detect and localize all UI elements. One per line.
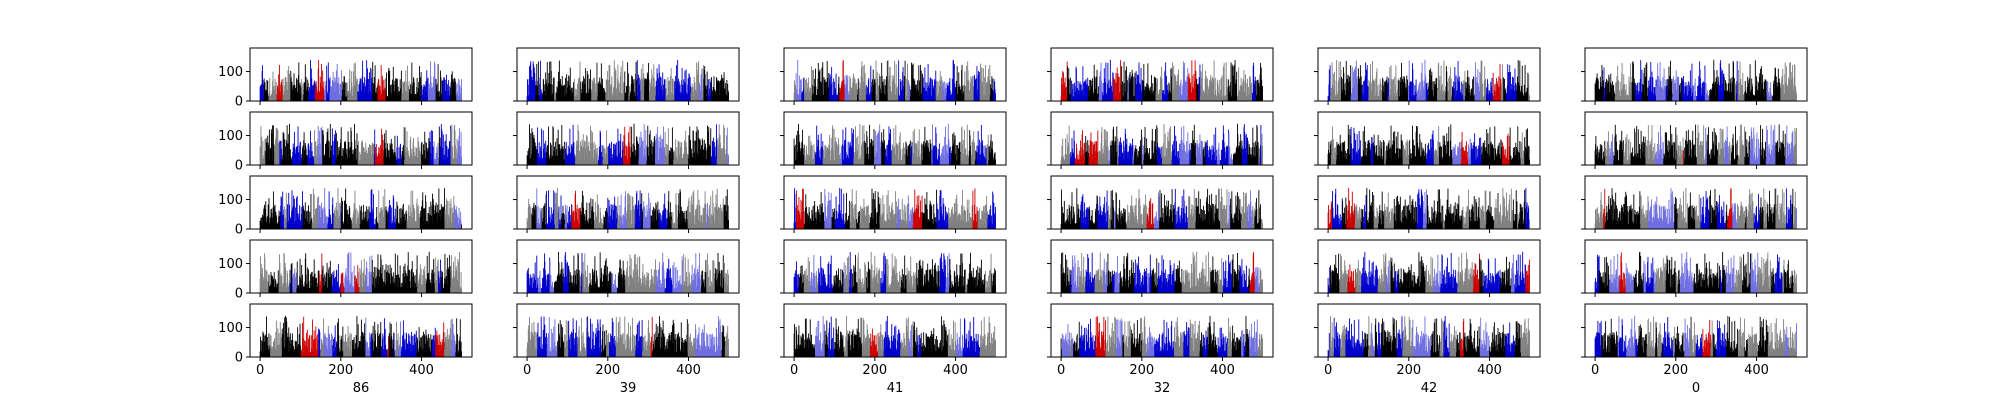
- panel-r4-c1: 0 100: [218, 239, 473, 302]
- panel-bars: [526, 251, 729, 293]
- panel-bars: [259, 59, 462, 101]
- y-tick-label: 0: [235, 287, 243, 302]
- y-tick-label: 100: [218, 257, 243, 272]
- panel-r2-c1: 0 100: [218, 111, 473, 174]
- y-tick-label: 0: [235, 95, 243, 110]
- panel-bars: [526, 187, 729, 229]
- panel-r4-c2: [513, 239, 740, 297]
- y-tick-label: 0: [235, 223, 243, 238]
- panel-r3-c1: 0 100: [218, 175, 473, 238]
- x-tick-label: 0: [256, 363, 264, 378]
- column-label: 86: [353, 381, 370, 396]
- panel-frame: [249, 175, 473, 230]
- y-tick-label: 0: [235, 351, 243, 366]
- panel-frame: [516, 47, 740, 102]
- panel-frame: [516, 175, 740, 230]
- panel-frame: [249, 111, 473, 166]
- panel-frame: [249, 303, 473, 358]
- panel-bars: [259, 188, 462, 229]
- panel-bars: [259, 315, 462, 357]
- panel-r2-c2: [513, 111, 740, 169]
- panel-bars: [526, 123, 729, 165]
- y-tick-label: 0: [235, 159, 243, 174]
- panel-bars: [259, 251, 462, 293]
- panel-r1-c2: [513, 47, 740, 105]
- panel-r5-c1: 0 100 0 200 400 86: [218, 303, 473, 396]
- y-tick-label: 100: [218, 65, 243, 80]
- panel-frame: [249, 47, 473, 102]
- y-tick-label: 100: [218, 193, 243, 208]
- panel-r3-c2: [513, 175, 740, 233]
- panel-frame: [249, 239, 473, 294]
- x-tick-label: 200: [328, 363, 353, 378]
- panel-bars: [526, 316, 729, 357]
- y-tick-label: 100: [218, 321, 243, 336]
- x-tick-label: 400: [409, 363, 434, 378]
- panel-bars: [259, 123, 462, 165]
- panel-bars: [526, 59, 729, 101]
- y-tick-label: 100: [218, 129, 243, 144]
- panel-frame: [516, 239, 740, 294]
- panel-frame: [516, 111, 740, 166]
- panel-r1-c1: 0 100: [218, 47, 473, 110]
